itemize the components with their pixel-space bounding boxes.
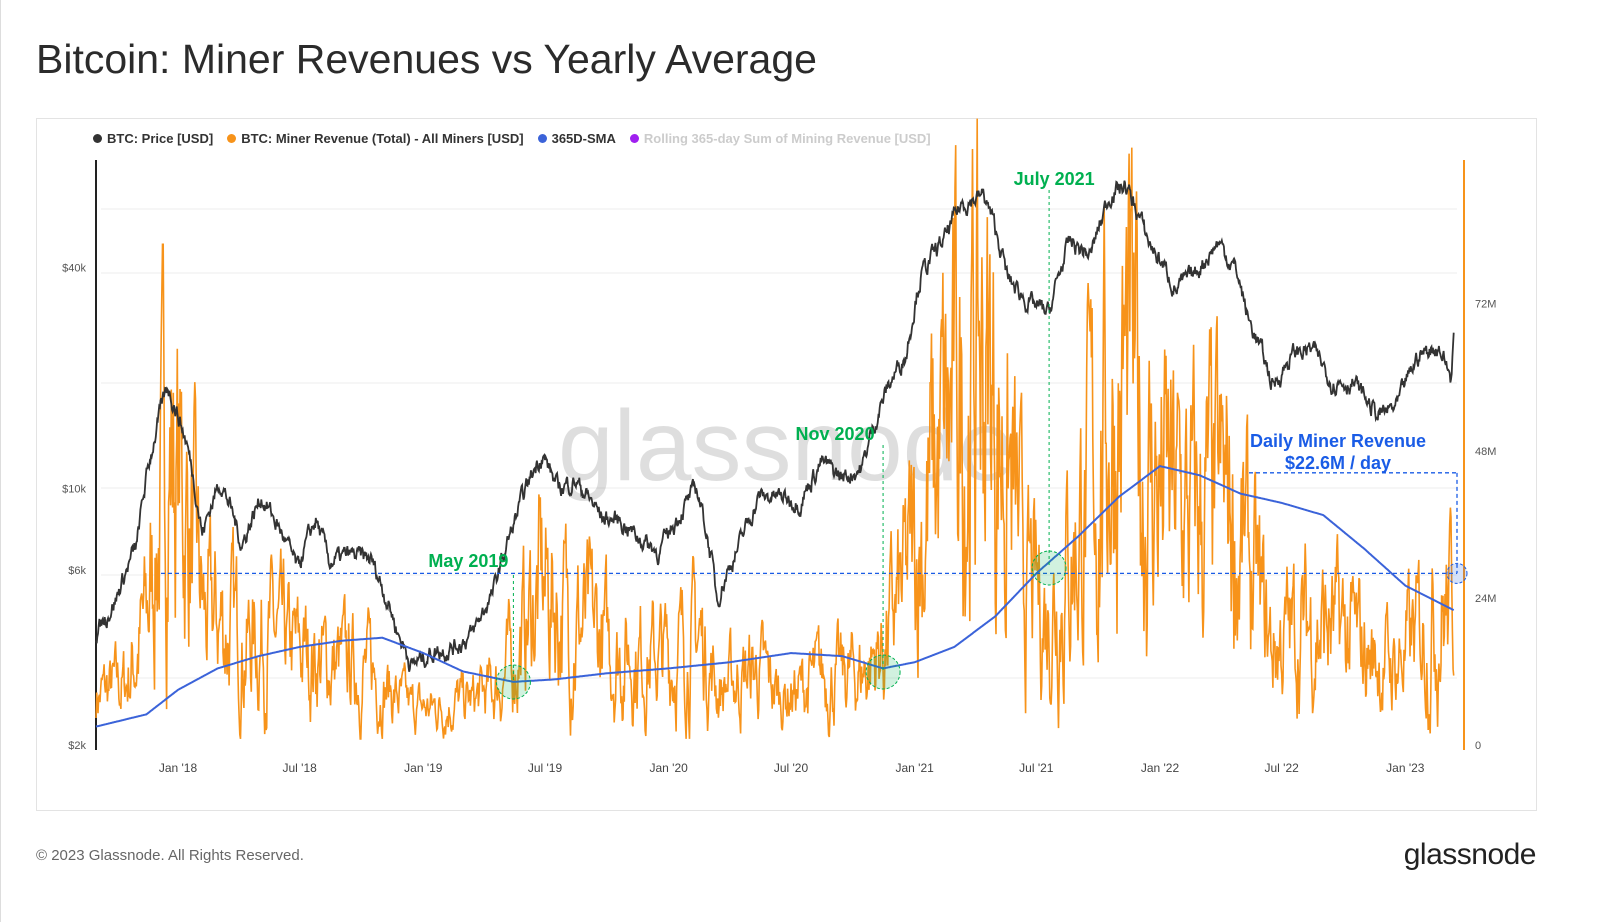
price-line	[95, 180, 1455, 672]
legend-label: 365D-SMA	[551, 131, 616, 146]
left-tick-label: $10k	[62, 483, 86, 495]
left-tick-label: $40k	[62, 263, 86, 275]
left-tick-label: $6k	[68, 565, 86, 577]
x-tick-label: Jul '20	[774, 761, 809, 775]
annotation-sublabel: $22.6M / day	[1285, 453, 1391, 473]
legend-item-sma[interactable]: 365D-SMA	[537, 131, 616, 146]
legend-dot-icon	[629, 134, 639, 143]
annotation-circle	[865, 654, 901, 690]
x-tick-label: Jul '21	[1019, 761, 1054, 775]
x-tick-label: Jan '22	[1141, 761, 1180, 775]
legend-dot-icon	[537, 134, 547, 143]
left-tick-label: $2k	[68, 740, 86, 752]
annotation-circle	[1446, 562, 1468, 584]
x-tick-label: Jan '23	[1386, 761, 1425, 775]
annotation-circle	[1031, 550, 1067, 586]
x-tick-label: Jan '19	[404, 761, 443, 775]
x-tick-label: Jan '21	[896, 761, 935, 775]
right-tick-label: 0	[1475, 740, 1481, 752]
right-tick-label: 48M	[1475, 446, 1496, 458]
right-tick-label: 72M	[1475, 299, 1496, 311]
annotation-label: July 2021	[1014, 169, 1095, 189]
legend-dot-icon	[227, 134, 237, 143]
legend-dot-icon	[93, 134, 102, 143]
revenue-line	[95, 118, 1455, 740]
legend-label: Rolling 365-day Sum of Mining Revenue [U…	[643, 131, 931, 146]
annotation-label: Nov 2020	[796, 424, 875, 444]
right-tick-label: 24M	[1475, 593, 1496, 605]
page-title: Bitcoin: Miner Revenues vs Yearly Averag…	[36, 36, 817, 82]
x-tick-label: Jul '22	[1265, 761, 1300, 775]
annotation-label: Daily Miner Revenue	[1250, 431, 1426, 451]
x-tick-label: Jul '19	[528, 761, 563, 775]
legend-label: BTC: Price [USD]	[107, 131, 214, 146]
brand-logo: glassnode	[1403, 838, 1537, 871]
x-tick-label: Jan '20	[649, 761, 688, 775]
sma-line	[95, 465, 1455, 728]
annotation-label: May 2019	[428, 551, 508, 571]
legend-item-revenue[interactable]: BTC: Miner Revenue (Total) - All Miners …	[227, 131, 524, 146]
legend-item-price[interactable]: BTC: Price [USD]	[93, 131, 213, 146]
legend: BTC: Price [USD] BTC: Miner Revenue (Tot…	[93, 131, 931, 146]
annotation-circle	[495, 664, 531, 700]
legend-label: BTC: Miner Revenue (Total) - All Miners …	[241, 131, 524, 146]
x-tick-label: Jan '18	[159, 761, 198, 775]
x-tick-label: Jul '18	[283, 761, 318, 775]
copyright: © 2023 Glassnode. All Rights Reserved.	[36, 847, 304, 864]
chart-panel	[36, 118, 1537, 811]
legend-item-rolling-sum[interactable]: Rolling 365-day Sum of Mining Revenue [U…	[629, 131, 931, 146]
